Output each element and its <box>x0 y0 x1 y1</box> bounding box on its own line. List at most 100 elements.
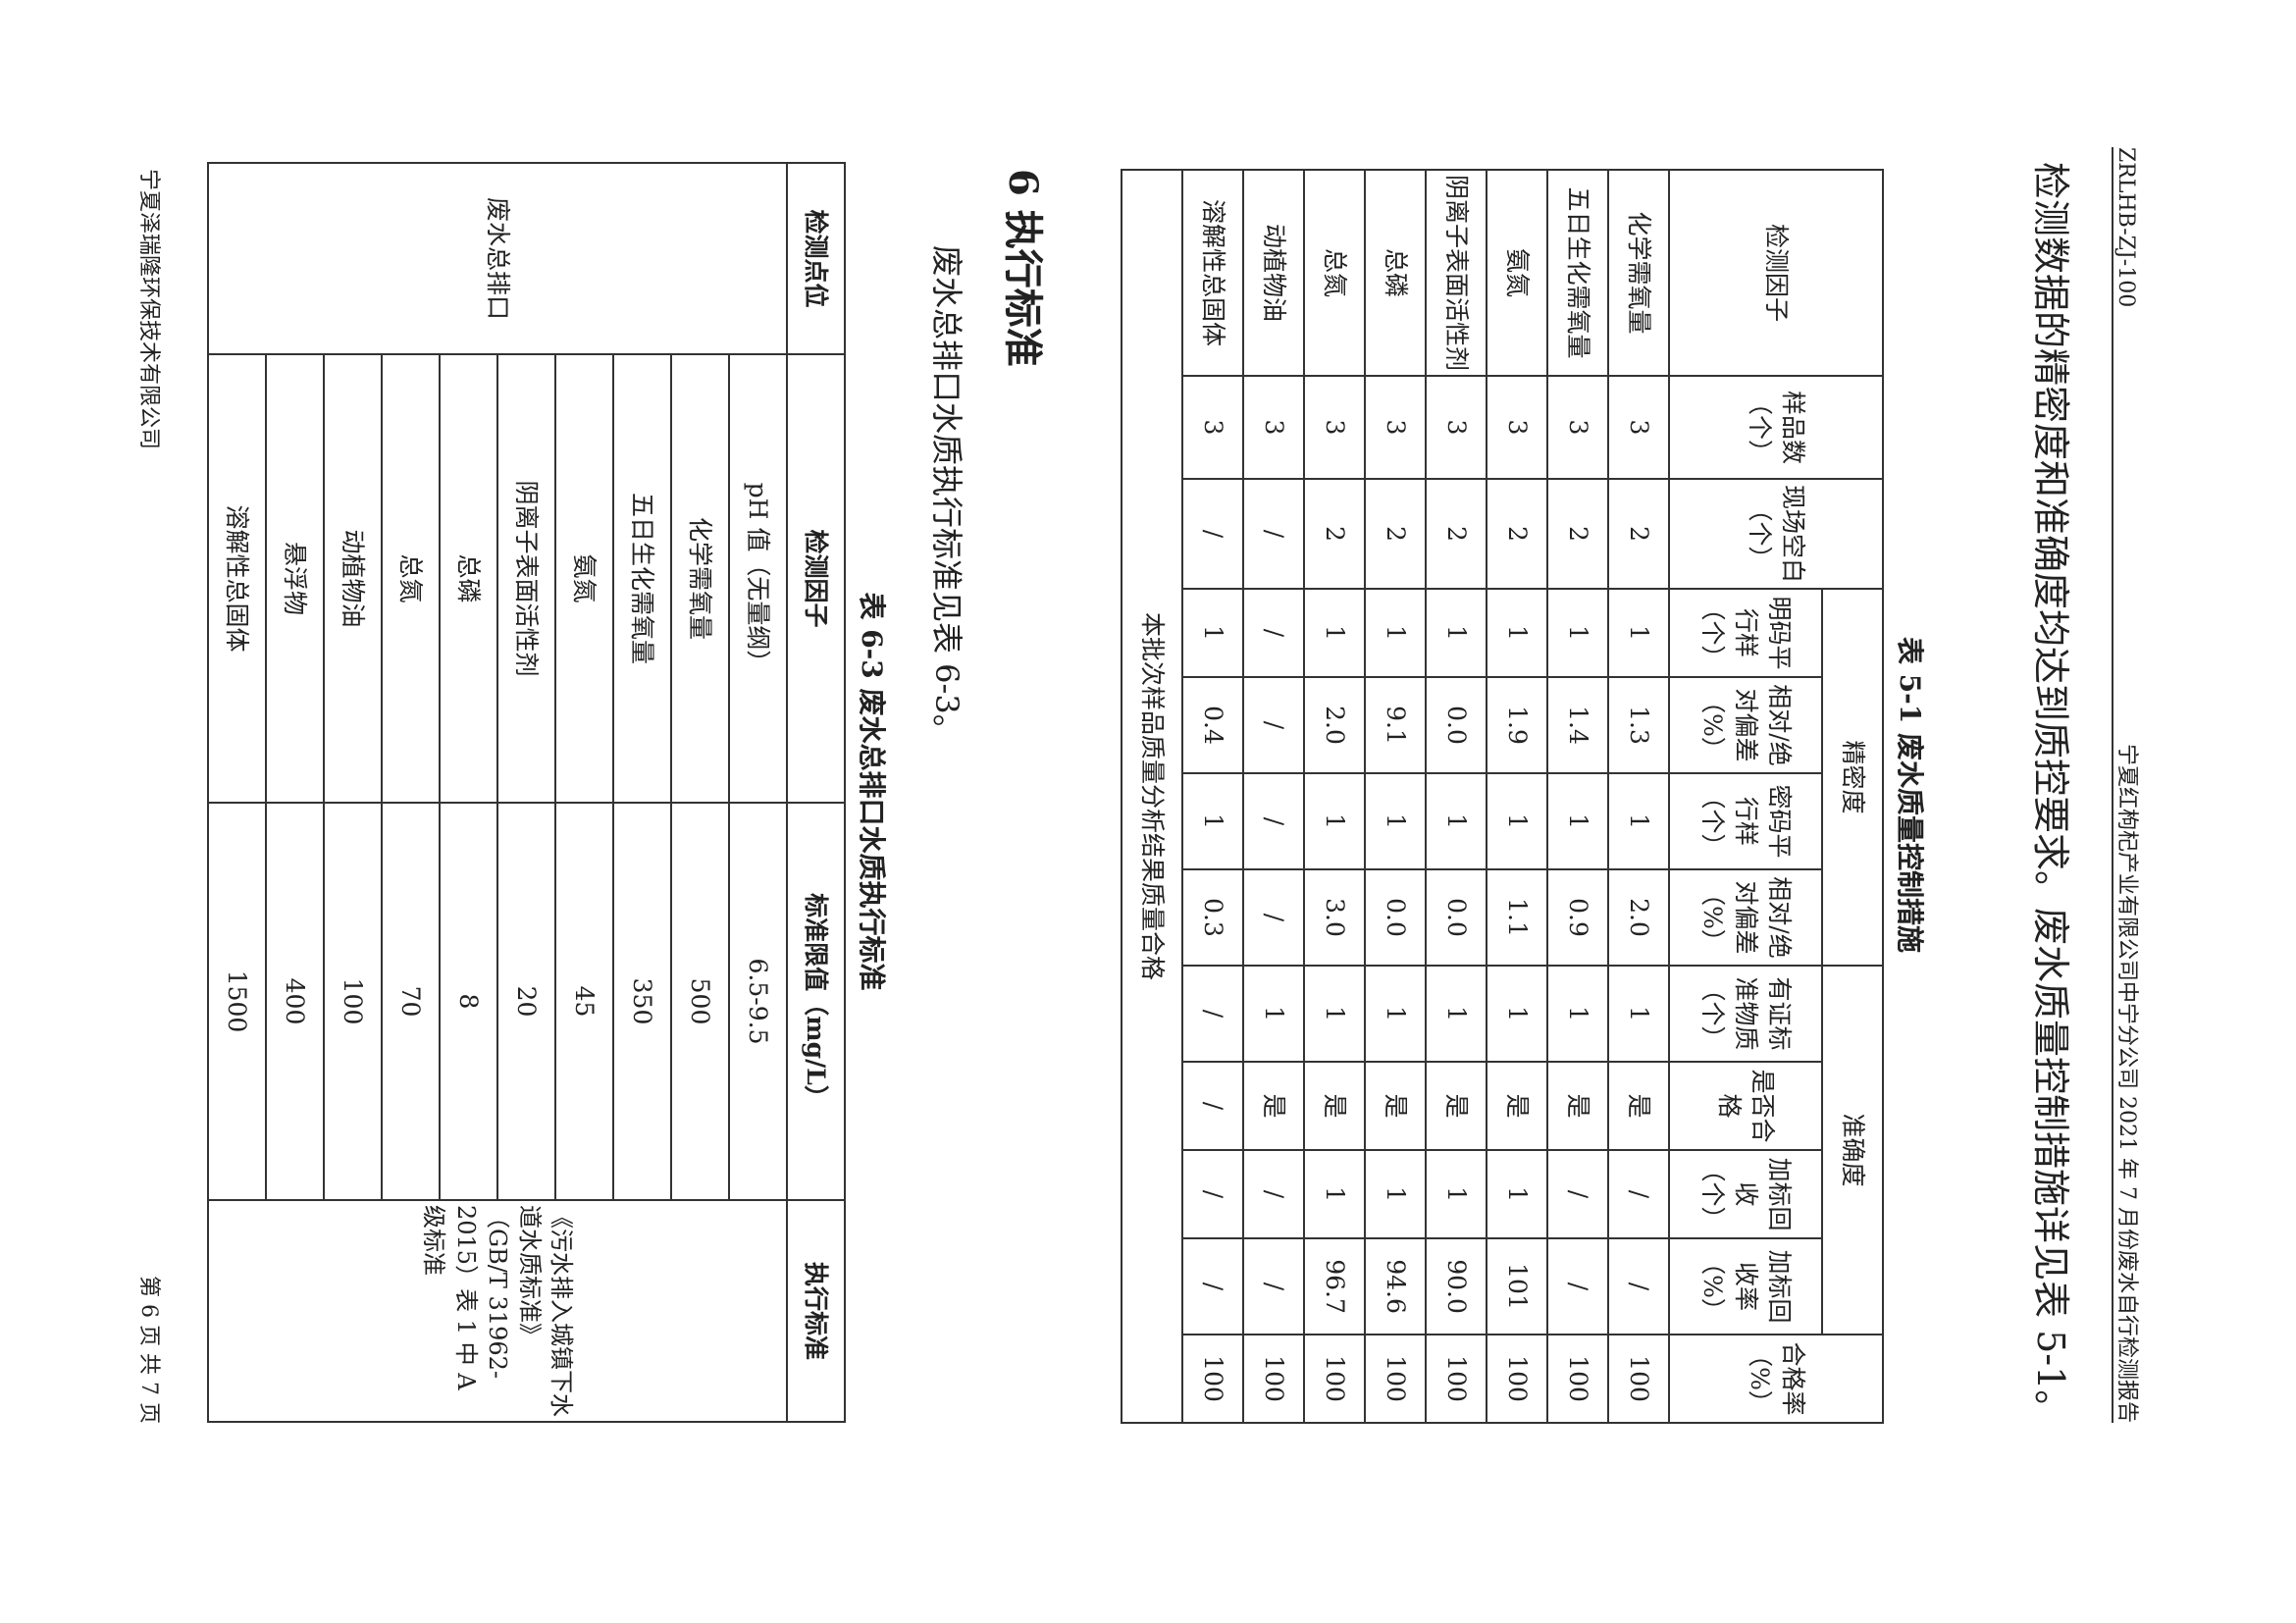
cell: 3 <box>1547 376 1608 479</box>
cell: 0.0 <box>1426 869 1487 967</box>
cell: / <box>1243 1150 1304 1239</box>
cell: 1 <box>1426 1150 1487 1239</box>
row-label: 总磷 <box>1365 170 1426 376</box>
footer-company: 宁夏泽瑞隆环保技术有限公司 <box>136 169 161 450</box>
cell: 1 <box>1365 966 1426 1063</box>
cell: / <box>1608 1150 1669 1239</box>
data-row: 总磷 3 2 1 9.1 1 0.0 1 是 1 94.6 100 <box>1365 170 1426 1424</box>
section-heading: 6 执行标准 <box>1000 169 1046 367</box>
column-header: 有证标准物质（个） <box>1669 966 1822 1063</box>
column-header: 标准限值（mg/L） <box>787 803 845 1200</box>
note-row: 本批次样品质量分析结果质量合格 <box>1122 170 1182 1424</box>
cell: 阴离子表面活性剂 <box>497 354 555 803</box>
column-header: 现场空白（个） <box>1669 479 1883 589</box>
cell: 悬浮物 <box>266 354 324 803</box>
cell: / <box>1243 589 1304 677</box>
cell: 0.4 <box>1182 677 1243 773</box>
column-header: 合格率（%） <box>1669 1335 1883 1424</box>
cell: / <box>1243 773 1304 869</box>
row-label: 阴离子表面活性剂 <box>1426 170 1487 376</box>
cell: 1 <box>1608 773 1669 869</box>
cell: 3 <box>1426 376 1487 479</box>
header-row: 检测点位 检测因子 标准限值（mg/L） 执行标准 <box>787 163 845 1422</box>
cell: / <box>1182 966 1243 1063</box>
cell: 3.0 <box>1304 869 1365 967</box>
cell: 100 <box>1243 1335 1304 1424</box>
column-header: 加标回收率（%） <box>1669 1238 1822 1335</box>
cell: 100 <box>1304 1335 1365 1424</box>
cell: 3 <box>1304 376 1365 479</box>
header-row: 检测因子 样品数（个） 现场空白（个） 精密度 准确度 合格率（%） <box>1669 170 1883 1424</box>
cell: 氨氮 <box>555 354 613 803</box>
column-header: 执行标准 <box>787 1200 845 1422</box>
cell: 是 <box>1608 1062 1669 1151</box>
cell: / <box>1608 1238 1669 1335</box>
cell: 是 <box>1304 1062 1365 1151</box>
report-code: ZRLHB-ZJ-100 <box>2113 147 2138 308</box>
column-header: 相对/绝对偏差（%） <box>1669 869 1822 967</box>
row-label: 动植物油 <box>1243 170 1304 376</box>
cell: 90.0 <box>1426 1238 1487 1335</box>
cell: / <box>1182 1238 1243 1335</box>
cell: / <box>1547 1238 1608 1335</box>
cell: 6.5-9.5 <box>729 803 787 1200</box>
cell: 1 <box>1304 1150 1365 1239</box>
cell: 2 <box>1608 479 1669 589</box>
cell: 1 <box>1426 589 1487 677</box>
data-row: 总氮 3 2 1 2.0 1 3.0 1 是 1 96.7 100 <box>1304 170 1365 1424</box>
cell: 3 <box>1487 376 1547 479</box>
cell: 是 <box>1426 1062 1487 1151</box>
cell: 1 <box>1487 1150 1547 1239</box>
cell: 100 <box>1182 1335 1243 1424</box>
page-header: ZRLHB-ZJ-100 宁夏红枸杞产业有限公司中宁分公司 2021 年 7 月… <box>2112 147 2149 1423</box>
cell: 1 <box>1365 773 1426 869</box>
cell: 100 <box>1487 1335 1547 1424</box>
report-title: 宁夏红枸杞产业有限公司中宁分公司 2021 年 7 月份废水自行检测报告 <box>2114 744 2139 1423</box>
cell: 3 <box>1608 376 1669 479</box>
cell: 0.0 <box>1365 869 1426 967</box>
cell: 1 <box>1243 966 1304 1063</box>
column-header: 检测因子 <box>787 354 845 803</box>
column-header: 是否合格 <box>1669 1062 1822 1151</box>
cell: 400 <box>266 803 324 1200</box>
cell: 1.1 <box>1487 869 1547 967</box>
cell: 70 <box>382 803 440 1200</box>
cell: / <box>1182 1150 1243 1239</box>
data-row: 溶解性总固体 3/1 0.4 1 0.3// //100 <box>1182 170 1243 1424</box>
cell: 2 <box>1426 479 1487 589</box>
data-row: 阴离子表面活性剂 3 2 1 0.0 1 0.0 1 是 1 90.0 100 <box>1426 170 1487 1424</box>
cell: 2 <box>1304 479 1365 589</box>
cell: 五日生化需氧量 <box>613 354 671 803</box>
cell: / <box>1243 677 1304 773</box>
cell: 1 <box>1304 589 1365 677</box>
cell: 化学需氧量 <box>671 354 729 803</box>
cell: 0.3 <box>1182 869 1243 967</box>
cell: 1500 <box>208 803 266 1200</box>
sampling-point: 废水总排口 <box>208 163 787 354</box>
table-note: 本批次样品质量分析结果质量合格 <box>1122 170 1182 1424</box>
cell: 1 <box>1547 589 1608 677</box>
cell: 350 <box>613 803 671 1200</box>
data-row: 化学需氧量 3 2 1 1.3 1 2.0 1 是 //100 <box>1608 170 1669 1424</box>
cell: / <box>1547 1150 1608 1239</box>
cell: 500 <box>671 803 729 1200</box>
standard-ref: 《污水排入城镇下水道水质标准》（GB/T 31962-2015）表 1 中 A … <box>208 1200 787 1422</box>
cell: 是 <box>1243 1062 1304 1151</box>
cell: 100 <box>1547 1335 1608 1424</box>
cell: 1 <box>1608 966 1669 1063</box>
column-header: 检测点位 <box>787 163 845 354</box>
row-label: 氨氮 <box>1487 170 1547 376</box>
cell: 1 <box>1182 773 1243 869</box>
cell: / <box>1243 479 1304 589</box>
cell: 2 <box>1487 479 1547 589</box>
cell: 1 <box>1182 589 1243 677</box>
cell: 1.9 <box>1487 677 1547 773</box>
cell: 是 <box>1365 1062 1426 1151</box>
cell: 0.9 <box>1547 869 1608 967</box>
cell: 45 <box>555 803 613 1200</box>
data-row: 五日生化需氧量 3 2 1 1.4 1 0.9 1 是 //100 <box>1547 170 1608 1424</box>
row-label: 化学需氧量 <box>1608 170 1669 376</box>
cell: 96.7 <box>1304 1238 1365 1335</box>
cell: / <box>1182 1062 1243 1151</box>
cell: 1 <box>1304 966 1365 1063</box>
